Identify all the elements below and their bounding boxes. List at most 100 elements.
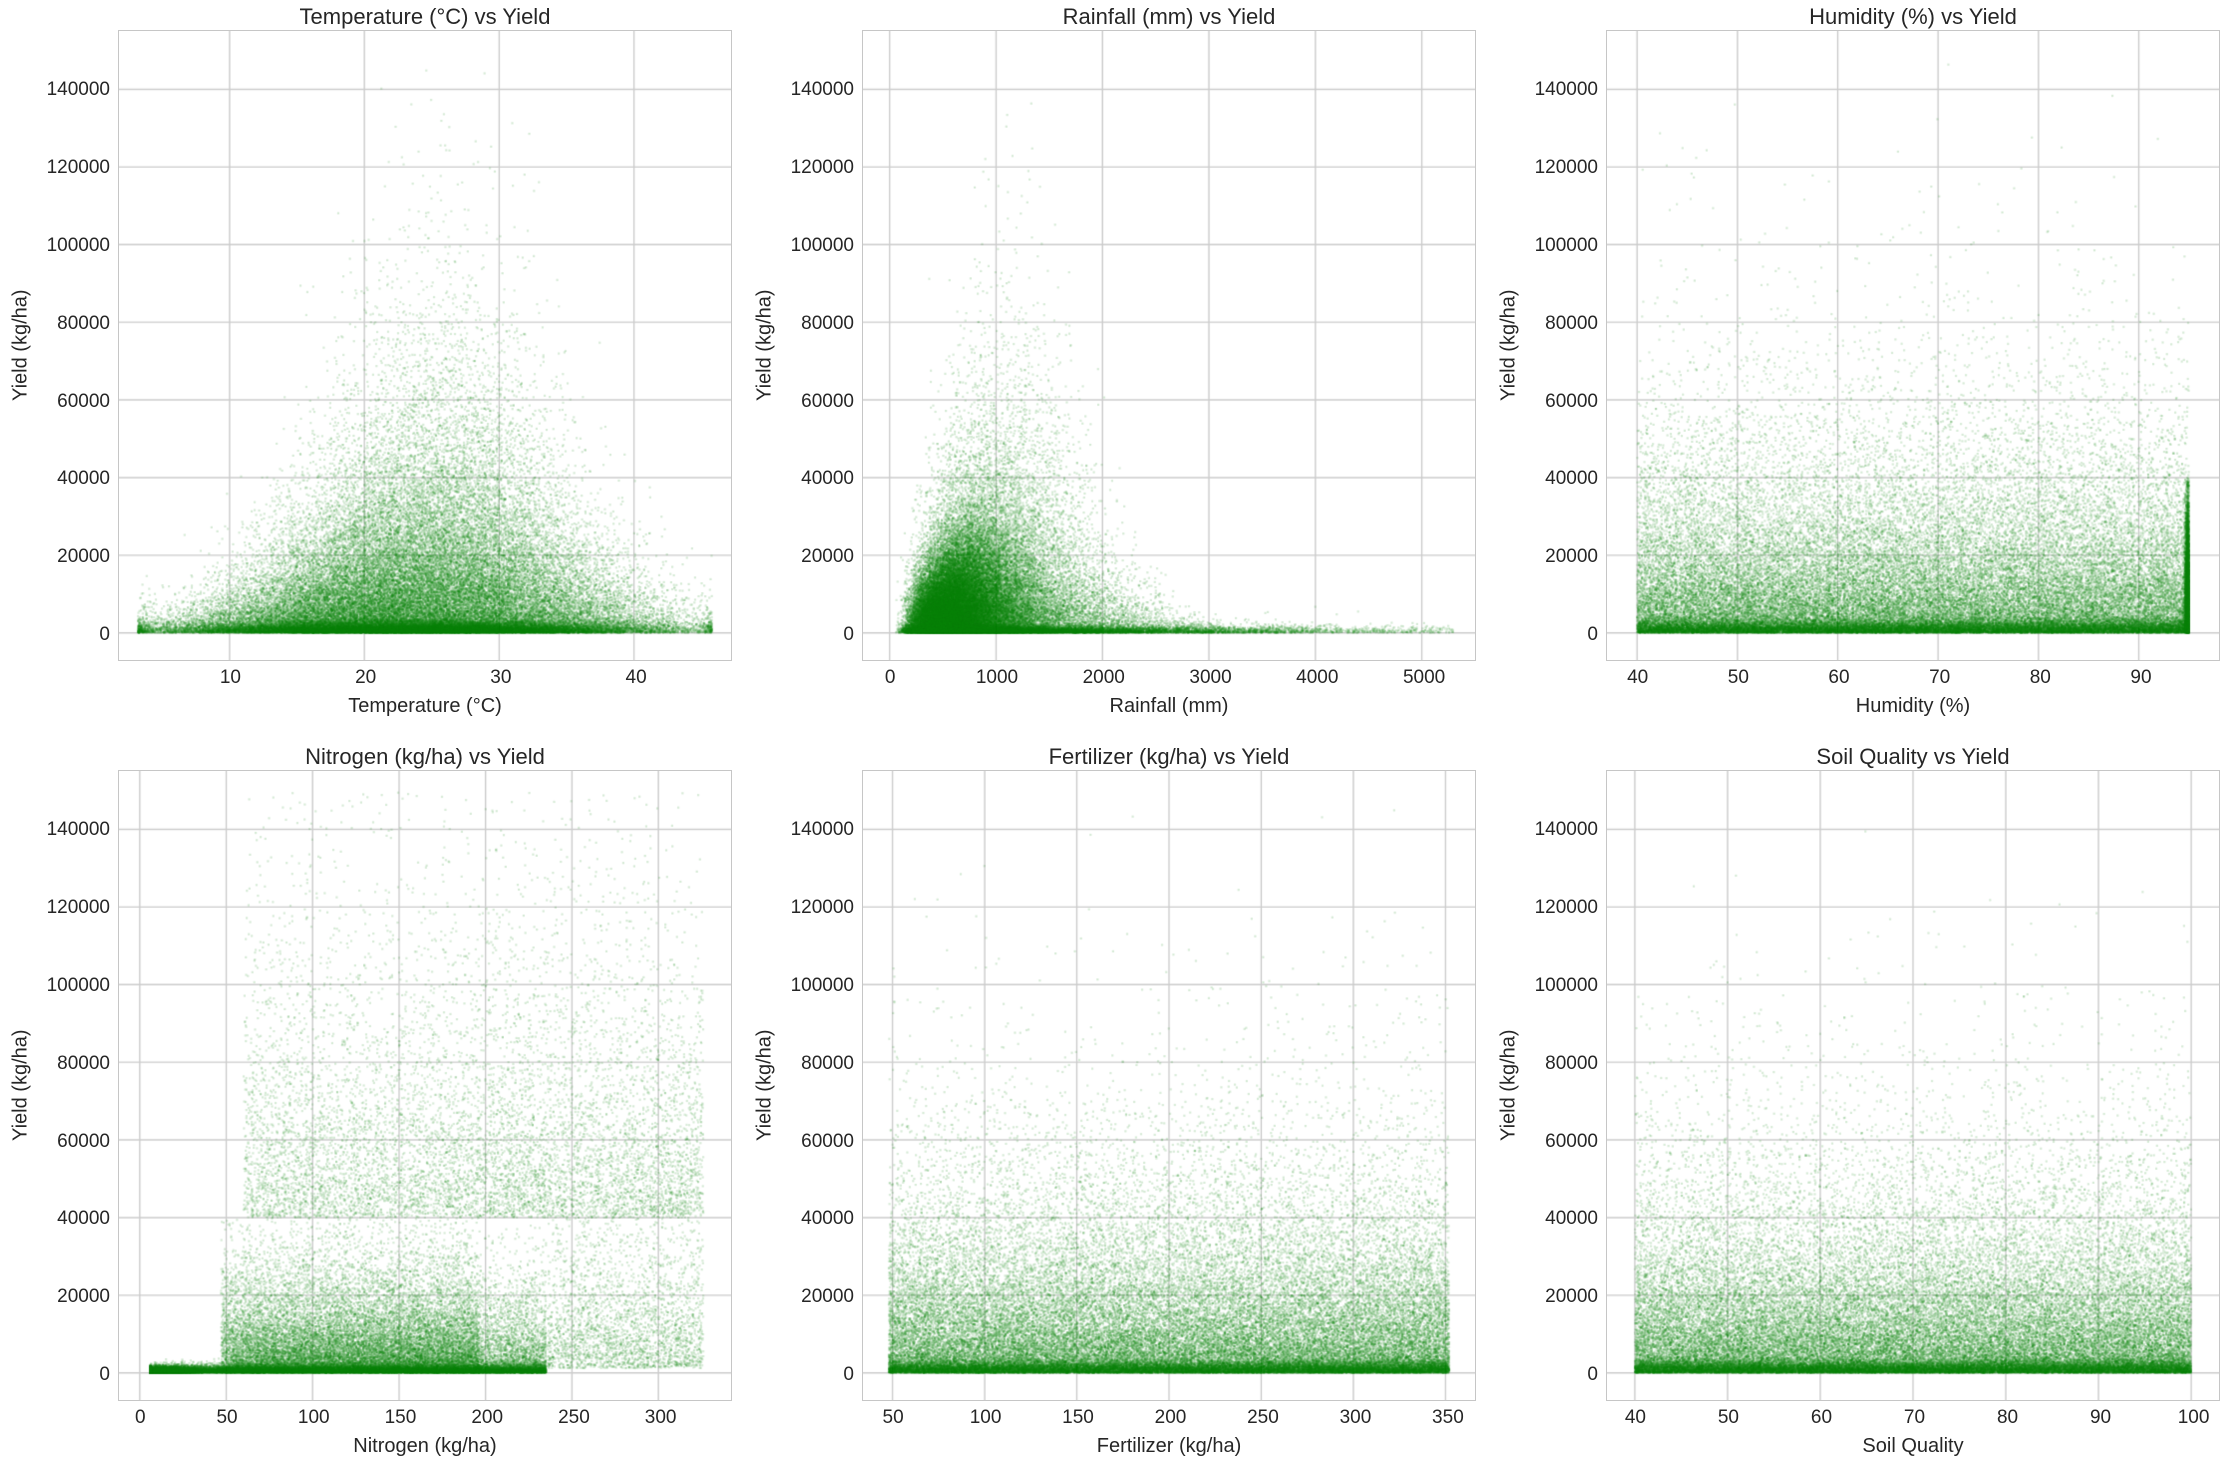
y-tick-label: 140000 bbox=[46, 78, 110, 100]
y-tick-label: 40000 bbox=[801, 468, 854, 490]
x-tick-label: 350 bbox=[1432, 1407, 1464, 1428]
y-tick-label: 80000 bbox=[1545, 1052, 1598, 1074]
y-tick-label: 140000 bbox=[1534, 818, 1598, 840]
y-tick-label: 60000 bbox=[801, 1130, 854, 1152]
y-tick-label: 20000 bbox=[801, 1286, 854, 1308]
y-tick-label: 100000 bbox=[1534, 974, 1598, 996]
x-tick-label: 50 bbox=[1717, 1407, 1740, 1428]
x-tick-label: 0 bbox=[884, 667, 896, 688]
chart-title: Temperature (°C) vs Yield bbox=[299, 4, 551, 29]
y-tick-label: 40000 bbox=[1545, 468, 1598, 490]
x-axis-tick-labels: 40 50 60 70 80 90 100 bbox=[1606, 1407, 2220, 1431]
y-tick-label: 20000 bbox=[1545, 546, 1598, 568]
x-tick-label: 3000 bbox=[1189, 667, 1232, 688]
scatter-plot-canvas bbox=[1606, 770, 2220, 1401]
y-tick-label: 120000 bbox=[790, 156, 854, 178]
x-tick-label: 40 bbox=[1627, 667, 1649, 688]
x-axis-tick-labels: 40 50 60 70 80 90 bbox=[1606, 667, 2220, 691]
scatter-plot-canvas bbox=[862, 770, 1476, 1401]
y-tick-label: 20000 bbox=[1545, 1286, 1598, 1308]
x-tick-label: 250 bbox=[1247, 1407, 1279, 1428]
y-tick-label: 80000 bbox=[57, 312, 110, 334]
y-tick-label: 120000 bbox=[1534, 156, 1598, 178]
x-axis-label: Humidity (%) bbox=[1855, 695, 1971, 717]
x-axis-label: Soil Quality bbox=[1862, 1435, 1964, 1457]
y-tick-label: 120000 bbox=[790, 896, 854, 918]
y-axis-tick-labels: 0 20000 40000 60000 80000 100000 120000 140000 bbox=[0, 30, 110, 661]
x-axis-tick-labels: 10 20 30 40 bbox=[118, 667, 732, 691]
y-tick-label: 60000 bbox=[801, 390, 854, 412]
x-tick-label: 5000 bbox=[1402, 667, 1446, 688]
y-tick-label: 80000 bbox=[57, 1052, 110, 1074]
y-tick-label: 0 bbox=[1587, 1364, 1598, 1386]
y-tick-label: 140000 bbox=[790, 818, 854, 840]
x-tick-label: 100 bbox=[297, 1407, 330, 1428]
x-tick-label: 70 bbox=[1903, 1407, 1926, 1428]
y-tick-label: 120000 bbox=[46, 156, 110, 178]
chart-title: Soil Quality vs Yield bbox=[1816, 744, 2010, 769]
y-tick-label: 40000 bbox=[1545, 1208, 1598, 1230]
x-tick-label: 300 bbox=[1339, 1407, 1372, 1428]
x-tick-label: 40 bbox=[625, 667, 647, 688]
x-tick-label: 50 bbox=[1727, 667, 1749, 688]
x-tick-label: 10 bbox=[219, 667, 241, 688]
y-tick-label: 40000 bbox=[57, 1208, 110, 1230]
x-tick-label: 30 bbox=[490, 667, 512, 688]
y-tick-label: 60000 bbox=[1545, 390, 1598, 412]
y-axis-tick-labels: 0 20000 40000 60000 80000 100000 120000 140000 bbox=[0, 770, 110, 1401]
y-tick-label: 100000 bbox=[790, 974, 854, 996]
y-tick-label: 100000 bbox=[1534, 234, 1598, 256]
y-tick-label: 140000 bbox=[1534, 78, 1598, 100]
x-tick-label: 80 bbox=[1996, 1407, 2019, 1428]
y-axis-tick-labels: 0 20000 40000 60000 80000 100000 120000 140000 bbox=[1488, 770, 1598, 1401]
x-tick-label: 20 bbox=[355, 667, 377, 688]
x-axis-tick-labels: 50 100 150 200 250 300 350 bbox=[862, 1407, 1476, 1431]
y-tick-label: 0 bbox=[843, 1364, 854, 1386]
y-axis-tick-labels: 0 20000 40000 60000 80000 100000 120000 140000 bbox=[744, 770, 854, 1401]
y-tick-label: 120000 bbox=[46, 896, 110, 918]
subplot-humidity: Humidity (%) vs Yield Yield (kg/ha) 0 200… bbox=[1488, 0, 2233, 740]
y-tick-label: 0 bbox=[1587, 624, 1598, 646]
x-tick-label: 100 bbox=[969, 1407, 1002, 1428]
x-tick-label: 200 bbox=[471, 1407, 504, 1428]
y-tick-label: 120000 bbox=[1534, 896, 1598, 918]
chart-title: Humidity (%) vs Yield bbox=[1809, 4, 2017, 29]
y-tick-label: 100000 bbox=[790, 234, 854, 256]
x-tick-label: 60 bbox=[1828, 667, 1850, 688]
x-tick-label: 100 bbox=[2177, 1407, 2210, 1428]
scatter-plot-canvas bbox=[118, 30, 732, 661]
scatter-plot-canvas bbox=[118, 770, 732, 1401]
x-tick-label: 1000 bbox=[975, 667, 1019, 688]
subplot-nitrogen: Nitrogen (kg/ha) vs Yield Yield (kg/ha) … bbox=[0, 740, 744, 1479]
subplot-temperature: Temperature (°C) vs Yield Yield (kg/ha) … bbox=[0, 0, 744, 740]
x-axis-label: Rainfall (mm) bbox=[1109, 695, 1229, 717]
y-tick-label: 40000 bbox=[57, 468, 110, 490]
subplot-soil-quality: Soil Quality vs Yield Yield (kg/ha) 0 200… bbox=[1488, 740, 2233, 1479]
x-axis-label: Nitrogen (kg/ha) bbox=[353, 1435, 497, 1457]
y-axis-tick-labels: 0 20000 40000 60000 80000 100000 120000 140000 bbox=[744, 30, 854, 661]
x-tick-label: 90 bbox=[2130, 667, 2152, 688]
y-tick-label: 20000 bbox=[801, 546, 854, 568]
x-tick-label: 150 bbox=[1062, 1407, 1094, 1428]
y-tick-label: 80000 bbox=[1545, 312, 1598, 334]
x-axis-tick-labels: 0 50 100 150 200 250 300 bbox=[118, 1407, 732, 1431]
x-tick-label: 200 bbox=[1154, 1407, 1187, 1428]
scatter-plot-canvas bbox=[1606, 30, 2220, 661]
x-tick-label: 150 bbox=[384, 1407, 417, 1428]
x-tick-label: 250 bbox=[558, 1407, 590, 1428]
x-tick-label: 40 bbox=[1624, 1407, 1646, 1428]
chart-title: Rainfall (mm) vs Yield bbox=[1062, 4, 1276, 29]
x-tick-label: 0 bbox=[135, 1407, 146, 1428]
y-axis-tick-labels: 0 20000 40000 60000 80000 100000 120000 140000 bbox=[1488, 30, 1598, 661]
subplot-rainfall: Rainfall (mm) vs Yield Yield (kg/ha) 0 20… bbox=[744, 0, 1488, 740]
x-tick-label: 90 bbox=[2089, 1407, 2112, 1428]
y-tick-label: 0 bbox=[843, 624, 854, 646]
y-tick-label: 60000 bbox=[1545, 1130, 1598, 1152]
y-tick-label: 100000 bbox=[46, 234, 110, 256]
chart-title: Nitrogen (kg/ha) vs Yield bbox=[305, 744, 545, 769]
y-tick-label: 60000 bbox=[57, 1130, 110, 1152]
x-axis-label: Temperature (°C) bbox=[348, 695, 502, 717]
y-tick-label: 40000 bbox=[801, 1208, 854, 1230]
x-tick-label: 60 bbox=[1810, 1407, 1833, 1428]
